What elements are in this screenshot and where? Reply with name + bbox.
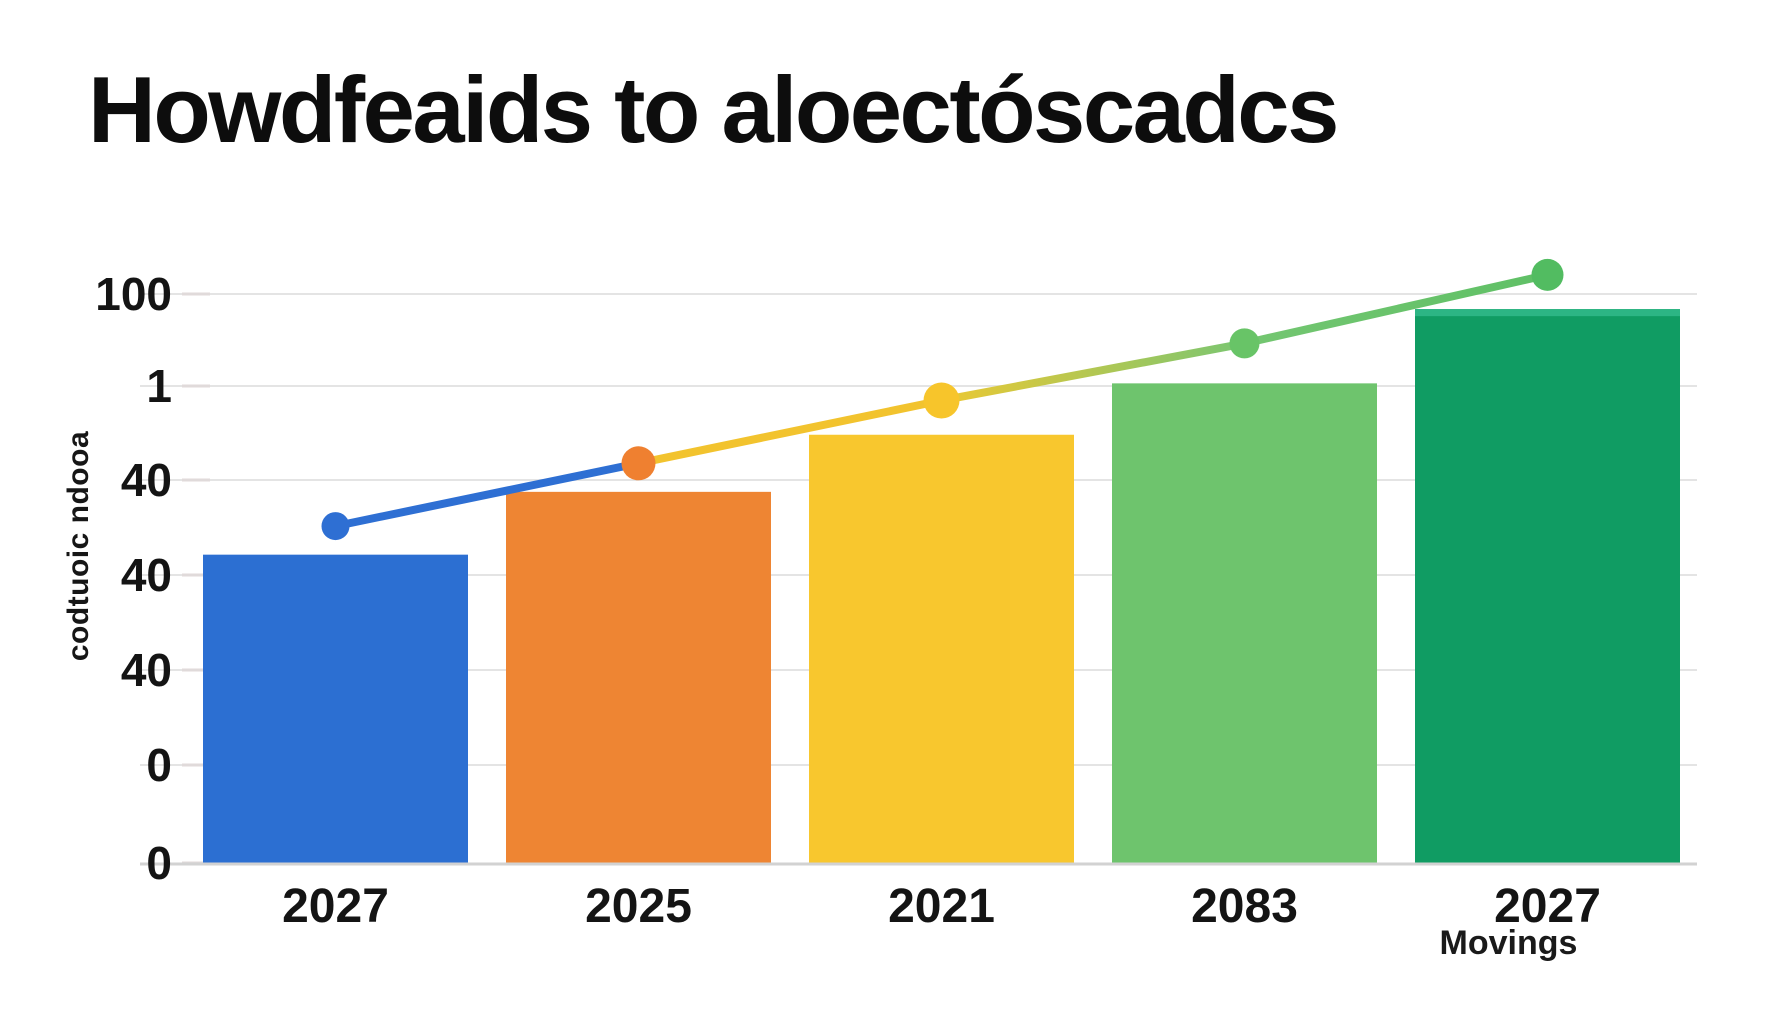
x-sublabel: Movings [1439,924,1578,962]
y-tick-label: 0 [146,837,172,889]
trend-line-segment [634,396,946,468]
bar-top-edge [1415,309,1680,317]
y-tick-label: 40 [120,549,172,601]
bar-2027 [1415,309,1680,863]
x-tick-label: 2025 [585,880,692,933]
x-tick-label: 2027 [282,880,389,933]
trend-point [321,512,350,541]
trend-line-segment [1240,270,1552,348]
trend-line-segment [331,459,643,531]
y-tick-label: 0 [146,739,172,791]
trend-point [923,382,960,419]
bar-2083 [1112,383,1377,863]
x-tick-label: 2027 [1494,880,1601,933]
trend-point [1531,258,1564,291]
y-tick-label: 1 [146,360,172,412]
bar-2025 [506,491,771,863]
trend-line-segment [937,339,1249,405]
bar-2021 [809,434,1074,863]
trend-point [1229,328,1260,359]
y-tick-label: 40 [120,454,172,506]
trend-point [621,446,656,481]
chart-title: Howdfeaids to aloectóscadcs [88,57,1339,162]
x-tick-label: 2083 [1191,880,1298,933]
y-tick-label: 40 [120,644,172,696]
y-tick-label: 100 [95,268,172,320]
bar-2027 [203,554,468,863]
x-tick-label: 2021 [888,880,995,933]
